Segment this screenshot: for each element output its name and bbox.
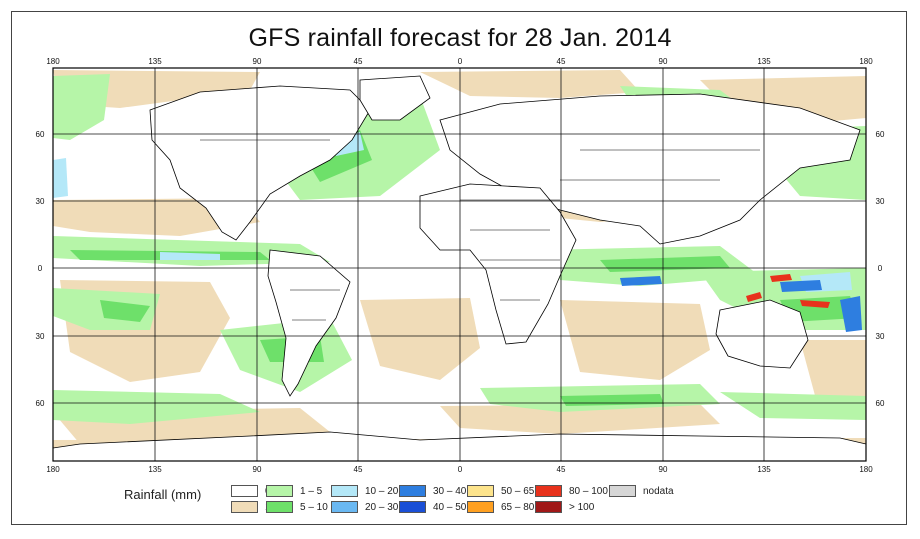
graticule	[53, 68, 866, 461]
lat-tick: 60	[876, 399, 885, 408]
lon-tick: 180	[46, 57, 60, 66]
lon-tick: 180	[46, 465, 60, 474]
lat-ticks-right: 60 30 0 30 60	[876, 130, 885, 408]
legend-label: 10 – 20	[365, 485, 399, 497]
lat-tick: 60	[36, 130, 45, 139]
rain-80-100mm-areas	[746, 274, 830, 308]
legend-label: 20 – 30	[365, 501, 399, 513]
lon-tick: 0	[458, 465, 463, 474]
legend-swatch	[467, 485, 494, 497]
legend-swatch	[535, 501, 562, 513]
legend-swatch	[331, 485, 358, 497]
lon-ticks-bottom: 180 135 90 45 0 45 90 135 180	[46, 465, 873, 474]
legend-swatch	[399, 485, 426, 497]
legend-label: 65 – 80	[501, 501, 535, 513]
legend-swatch	[266, 485, 293, 497]
lat-tick: 30	[876, 332, 885, 341]
lon-tick: 90	[659, 465, 668, 474]
lon-tick: 180	[859, 465, 873, 474]
lon-tick: 135	[148, 57, 162, 66]
lat-tick: 60	[36, 399, 45, 408]
legend-swatch	[399, 501, 426, 513]
legend-label: 30 – 40	[433, 485, 467, 497]
legend-label: 1 – 5	[300, 485, 323, 497]
legend-item: 5 – 10	[266, 500, 328, 514]
legend-item: 1 – 5	[266, 484, 322, 498]
lat-tick: 30	[876, 197, 885, 206]
legend-swatch	[535, 485, 562, 497]
lon-tick: 0	[458, 57, 463, 66]
legend-item: > 100	[535, 500, 594, 514]
lon-tick: 135	[757, 465, 771, 474]
lon-tick: 90	[253, 465, 262, 474]
lat-tick: 60	[876, 130, 885, 139]
lon-tick: 90	[253, 57, 262, 66]
legend-title: Rainfall (mm)	[124, 487, 202, 502]
lon-tick: 45	[557, 57, 566, 66]
legend-label: 5 – 10	[300, 501, 328, 513]
lon-tick: 90	[659, 57, 668, 66]
legend-label: 80 – 100	[569, 485, 608, 497]
legend-item: nodata	[609, 484, 674, 498]
rain-30-40mm-areas	[620, 276, 862, 332]
legend-item: 40 – 50	[399, 500, 466, 514]
lon-tick: 45	[354, 57, 363, 66]
legend-label: 40 – 50	[433, 501, 467, 513]
country-borders	[200, 139, 760, 321]
legend-item: 1	[231, 500, 271, 514]
lon-tick: 135	[148, 465, 162, 474]
legend-item: 65 – 80	[467, 500, 534, 514]
legend-swatch	[467, 501, 494, 513]
legend-label: > 100	[569, 501, 595, 513]
lon-tick: 45	[354, 465, 363, 474]
lat-tick: 30	[36, 332, 45, 341]
legend-swatch	[231, 485, 258, 497]
lat-tick: 0	[38, 264, 43, 273]
legend-item: 80 – 100	[535, 484, 608, 498]
legend-label: nodata	[643, 485, 674, 497]
lon-tick: 45	[557, 465, 566, 474]
lon-ticks-top: 180 135 90 45 0 45 90 135 180	[46, 57, 873, 66]
legend-swatch	[331, 501, 358, 513]
lon-tick: 180	[859, 57, 873, 66]
lon-tick: 135	[757, 57, 771, 66]
legend-item: 30 – 40	[399, 484, 466, 498]
legend-swatch	[231, 501, 258, 513]
legend-item: 20 – 30	[331, 500, 398, 514]
map-border	[52, 67, 867, 462]
map-title: GFS rainfall forecast for 28 Jan. 2014	[248, 24, 672, 52]
lat-tick: 30	[36, 197, 45, 206]
legend-item: 50 – 65	[467, 484, 534, 498]
legend-swatch	[609, 485, 636, 497]
lat-ticks-left: 60 30 0 30 60	[36, 130, 45, 408]
legend-item: 0	[231, 484, 271, 498]
legend-label: 50 – 65	[501, 485, 535, 497]
lat-tick: 0	[878, 264, 883, 273]
legend-swatch	[266, 501, 293, 513]
legend-item: 10 – 20	[331, 484, 398, 498]
